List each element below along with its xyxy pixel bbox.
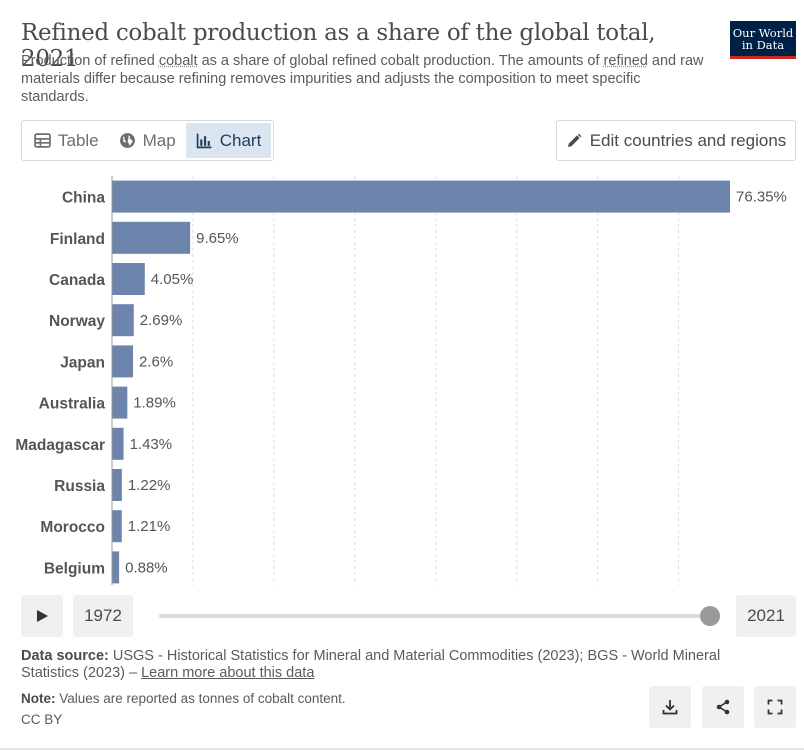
pencil-icon [567, 133, 582, 147]
globe-icon [119, 133, 135, 148]
start-year[interactable]: 1972 [73, 595, 133, 637]
fullscreen-icon [767, 699, 783, 715]
edit-countries-button[interactable]: Edit countries and regions [556, 120, 796, 161]
category-label[interactable]: Canada [49, 272, 105, 289]
category-label[interactable]: Finland [50, 231, 105, 248]
tab-table-label: Table [58, 130, 99, 150]
chart-subtitle: Production of refined cobalt as a share … [21, 53, 704, 105]
category-label[interactable]: Morocco [40, 519, 105, 536]
value-label: 1.22% [128, 477, 171, 494]
view-tabs: Table Map Chart [21, 120, 275, 161]
bar[interactable] [112, 510, 122, 543]
bar[interactable] [112, 469, 122, 501]
fullscreen-button[interactable] [754, 686, 796, 728]
category-label[interactable]: China [62, 190, 105, 207]
download-button[interactable] [649, 686, 691, 728]
value-label: 2.69% [140, 312, 183, 329]
note: Note: Values are reported as tonnes of c… [21, 691, 346, 706]
bar[interactable] [112, 386, 128, 419]
value-label: 0.88% [125, 559, 168, 576]
value-label: 2.6% [139, 353, 173, 370]
learn-more-link[interactable]: Learn more about this data [141, 665, 315, 681]
share-icon [716, 699, 730, 715]
bar[interactable] [112, 427, 124, 460]
value-label: 1.43% [130, 436, 173, 453]
bar[interactable] [112, 304, 134, 337]
timeline-track[interactable] [159, 614, 709, 618]
chart-title: Refined cobalt production as a share of … [21, 20, 656, 72]
timeline-handle[interactable] [700, 606, 720, 626]
license[interactable]: CC BY [21, 712, 63, 727]
tab-chart-label: Chart [219, 130, 262, 150]
edit-countries-label: Edit countries and regions [589, 130, 787, 150]
value-label: 9.65% [196, 230, 239, 247]
play-button[interactable] [21, 595, 63, 637]
category-label[interactable]: Japan [60, 354, 105, 371]
owid-logo[interactable]: Our World in Data [730, 21, 796, 59]
category-label[interactable]: Madagascar [15, 437, 105, 454]
value-label: 76.35% [736, 189, 787, 206]
value-label: 1.89% [133, 395, 176, 412]
chart-icon [196, 133, 212, 149]
tab-map-label: Map [142, 130, 176, 150]
category-label[interactable]: Belgium [44, 560, 105, 577]
value-label: 1.21% [128, 518, 171, 535]
bottom-divider [0, 748, 804, 750]
value-label: 4.05% [151, 271, 194, 288]
bar[interactable] [112, 345, 134, 378]
play-icon [37, 610, 48, 622]
table-icon [34, 133, 51, 148]
bar[interactable] [112, 180, 730, 213]
category-label[interactable]: Australia [39, 396, 106, 413]
category-label[interactable]: Norway [49, 313, 105, 330]
category-label[interactable]: Russia [54, 478, 105, 495]
tab-table[interactable]: Table [24, 123, 109, 158]
download-icon [662, 700, 678, 715]
data-source: Data source: USGS - Historical Statistic… [21, 648, 721, 681]
end-year[interactable]: 2021 [736, 595, 796, 637]
refined-term-link[interactable]: refined [603, 53, 648, 69]
tab-chart[interactable]: Chart [185, 123, 272, 158]
cobalt-term-link[interactable]: cobalt [158, 53, 198, 69]
bar[interactable] [112, 551, 120, 584]
bar[interactable] [112, 221, 191, 254]
bar-chart: China 76.35% Finland 9.65% Canada 4.05% Norway… [15, 176, 787, 585]
share-button[interactable] [702, 686, 744, 728]
tab-map[interactable]: Map [109, 123, 186, 158]
timeline: 1972 2021 [21, 595, 796, 637]
bar[interactable] [112, 263, 145, 295]
